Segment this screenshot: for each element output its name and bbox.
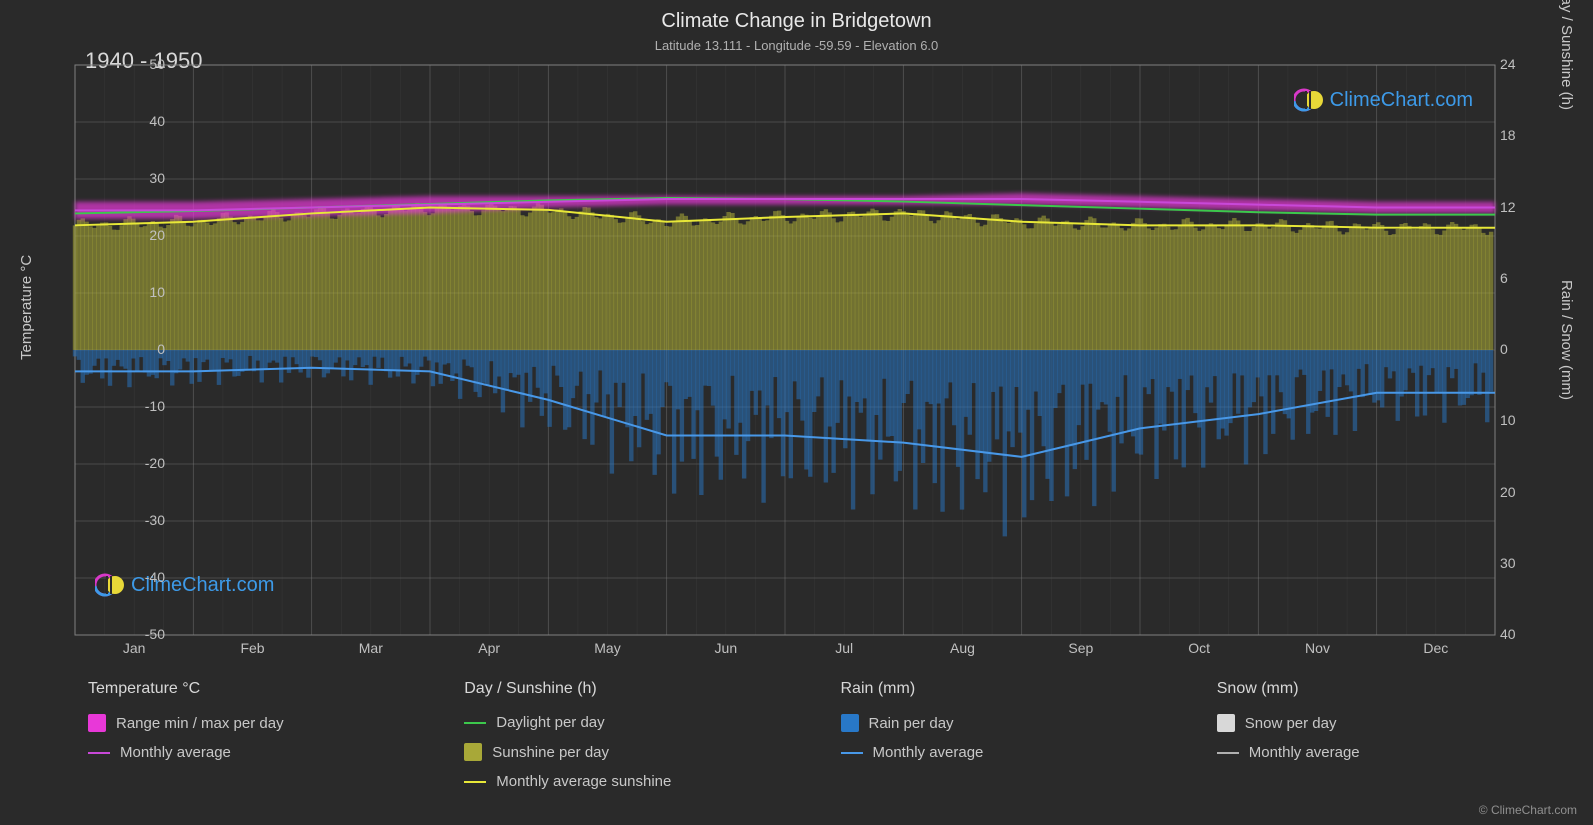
legend-item: Sunshine per day bbox=[464, 743, 800, 761]
legend-item: Monthly average sunshine bbox=[464, 773, 800, 790]
legend-item: Monthly average bbox=[841, 744, 1177, 761]
x-tick: Aug bbox=[943, 640, 983, 656]
legend-swatch bbox=[464, 722, 486, 724]
y-axis-right-bottom-label: Rain / Snow (mm) bbox=[1558, 280, 1575, 400]
legend-item: Range min / max per day bbox=[88, 714, 424, 732]
x-tick: Oct bbox=[1179, 640, 1219, 656]
y-tick-right-top: 18 bbox=[1500, 127, 1516, 143]
y-tick-left: -10 bbox=[125, 398, 165, 414]
legend-column: Rain (mm) Rain per day Monthly average bbox=[841, 680, 1177, 790]
y-tick-right-bottom: 30 bbox=[1500, 555, 1516, 571]
x-tick: Sep bbox=[1061, 640, 1101, 656]
x-tick: Jun bbox=[706, 640, 746, 656]
legend-label: Sunshine per day bbox=[492, 744, 609, 761]
y-tick-left: 10 bbox=[125, 284, 165, 300]
legend-swatch bbox=[841, 752, 863, 754]
legend-title: Snow (mm) bbox=[1217, 680, 1553, 698]
y-tick-left: -20 bbox=[125, 455, 165, 471]
legend-item: Monthly average bbox=[88, 744, 424, 761]
legend: Temperature °C Range min / max per day Mon… bbox=[88, 680, 1553, 790]
x-tick: Apr bbox=[469, 640, 509, 656]
y-tick-left: 20 bbox=[125, 227, 165, 243]
y-tick-right-top: 12 bbox=[1500, 199, 1516, 215]
legend-label: Snow per day bbox=[1245, 715, 1337, 732]
y-tick-left: 0 bbox=[125, 341, 165, 357]
legend-item: Monthly average bbox=[1217, 744, 1553, 761]
legend-swatch bbox=[1217, 752, 1239, 754]
legend-label: Monthly average bbox=[1249, 744, 1360, 761]
legend-label: Daylight per day bbox=[496, 714, 604, 731]
y-tick-left: 40 bbox=[125, 113, 165, 129]
x-tick: May bbox=[588, 640, 628, 656]
logo-icon bbox=[95, 570, 125, 600]
y-tick-left: 30 bbox=[125, 170, 165, 186]
y-tick-left: -30 bbox=[125, 512, 165, 528]
y-tick-right-bottom: 40 bbox=[1500, 626, 1516, 642]
y-axis-left-label: Temperature °C bbox=[18, 255, 35, 360]
legend-swatch bbox=[464, 781, 486, 783]
copyright: © ClimeChart.com bbox=[1479, 803, 1577, 817]
x-tick: Jan bbox=[114, 640, 154, 656]
legend-item: Daylight per day bbox=[464, 714, 800, 731]
x-tick: Mar bbox=[351, 640, 391, 656]
y-tick-left: -40 bbox=[125, 569, 165, 585]
x-tick: Dec bbox=[1416, 640, 1456, 656]
legend-label: Monthly average bbox=[873, 744, 984, 761]
legend-column: Day / Sunshine (h) Daylight per day Sunshi… bbox=[464, 680, 800, 790]
legend-label: Monthly average bbox=[120, 744, 231, 761]
legend-title: Temperature °C bbox=[88, 680, 424, 698]
legend-swatch bbox=[841, 714, 859, 732]
legend-swatch bbox=[1217, 714, 1235, 732]
x-tick: Jul bbox=[824, 640, 864, 656]
x-tick: Feb bbox=[233, 640, 273, 656]
y-tick-left: 50 bbox=[125, 56, 165, 72]
legend-title: Rain (mm) bbox=[841, 680, 1177, 698]
legend-label: Monthly average sunshine bbox=[496, 773, 671, 790]
legend-column: Snow (mm) Snow per day Monthly average bbox=[1217, 680, 1553, 790]
y-tick-right-top: 0 bbox=[1500, 341, 1508, 357]
y-tick-right-bottom: 10 bbox=[1500, 412, 1516, 428]
legend-column: Temperature °C Range min / max per day Mon… bbox=[88, 680, 424, 790]
brand-logo-bottom: ClimeChart.com bbox=[95, 570, 274, 600]
legend-title: Day / Sunshine (h) bbox=[464, 680, 800, 698]
brand-text: ClimeChart.com bbox=[1330, 89, 1473, 112]
legend-label: Range min / max per day bbox=[116, 715, 284, 732]
legend-swatch bbox=[464, 743, 482, 761]
legend-item: Rain per day bbox=[841, 714, 1177, 732]
y-axis-right-top-label: Day / Sunshine (h) bbox=[1558, 0, 1575, 110]
y-tick-right-top: 6 bbox=[1500, 270, 1508, 286]
legend-label: Rain per day bbox=[869, 715, 954, 732]
legend-swatch bbox=[88, 752, 110, 754]
x-tick: Nov bbox=[1298, 640, 1338, 656]
brand-logo-top: ClimeChart.com bbox=[1294, 85, 1473, 115]
y-tick-right-bottom: 20 bbox=[1500, 484, 1516, 500]
logo-icon bbox=[1294, 85, 1324, 115]
y-tick-right-top: 24 bbox=[1500, 56, 1516, 72]
legend-item: Snow per day bbox=[1217, 714, 1553, 732]
legend-swatch bbox=[88, 714, 106, 732]
